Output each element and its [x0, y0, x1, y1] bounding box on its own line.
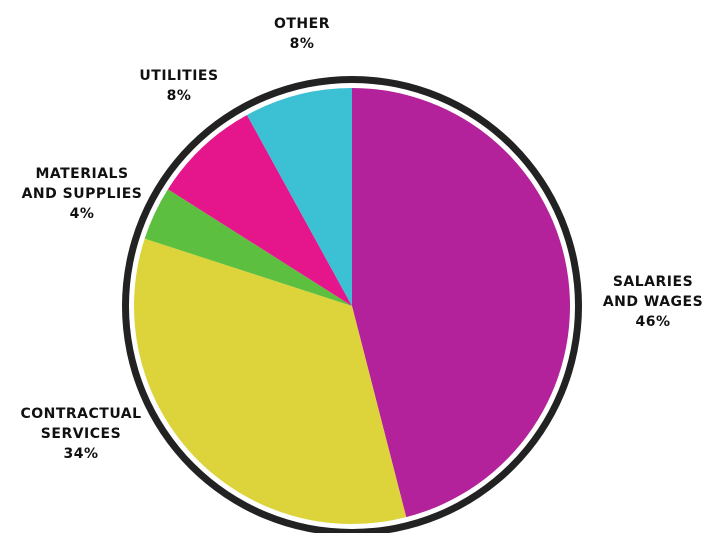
label-salaries-and-wages: SALARIES AND WAGES 46%: [598, 272, 702, 332]
label-salaries-line-1: SALARIES: [612, 274, 694, 290]
label-utilities-line-1: UTILITIES: [139, 68, 219, 84]
label-other-line-1: OTHER: [273, 16, 330, 32]
pie-slice-contractual-services: [133, 238, 407, 525]
label-contractual-pct: 34%: [63, 446, 99, 462]
label-materials-line-2: AND SUPPLIES: [21, 186, 143, 202]
label-contractual-services: CONTRACTUAL SERVICES 34%: [16, 404, 146, 464]
label-materials-pct: 4%: [69, 206, 95, 222]
label-utilities: UTILITIES 8%: [124, 66, 234, 106]
pie-slice-materials-and-supplies: [144, 189, 352, 306]
pie-slice-salaries-and-wages: [352, 88, 570, 518]
label-other: OTHER 8%: [252, 14, 352, 54]
pie-slice-utilities: [167, 114, 352, 306]
label-materials-line-1: MATERIALS: [35, 166, 129, 182]
label-other-pct: 8%: [289, 36, 315, 52]
label-salaries-pct: 46%: [635, 314, 671, 330]
label-salaries-line-2: AND WAGES: [602, 294, 702, 310]
label-contractual-line-1: CONTRACTUAL: [20, 406, 142, 422]
label-contractual-line-2: SERVICES: [40, 426, 122, 442]
pie-slices: [133, 88, 570, 525]
label-utilities-pct: 8%: [166, 88, 192, 104]
label-materials-and-supplies: MATERIALS AND SUPPLIES 4%: [8, 164, 156, 224]
pie-slice-other: [246, 88, 352, 306]
